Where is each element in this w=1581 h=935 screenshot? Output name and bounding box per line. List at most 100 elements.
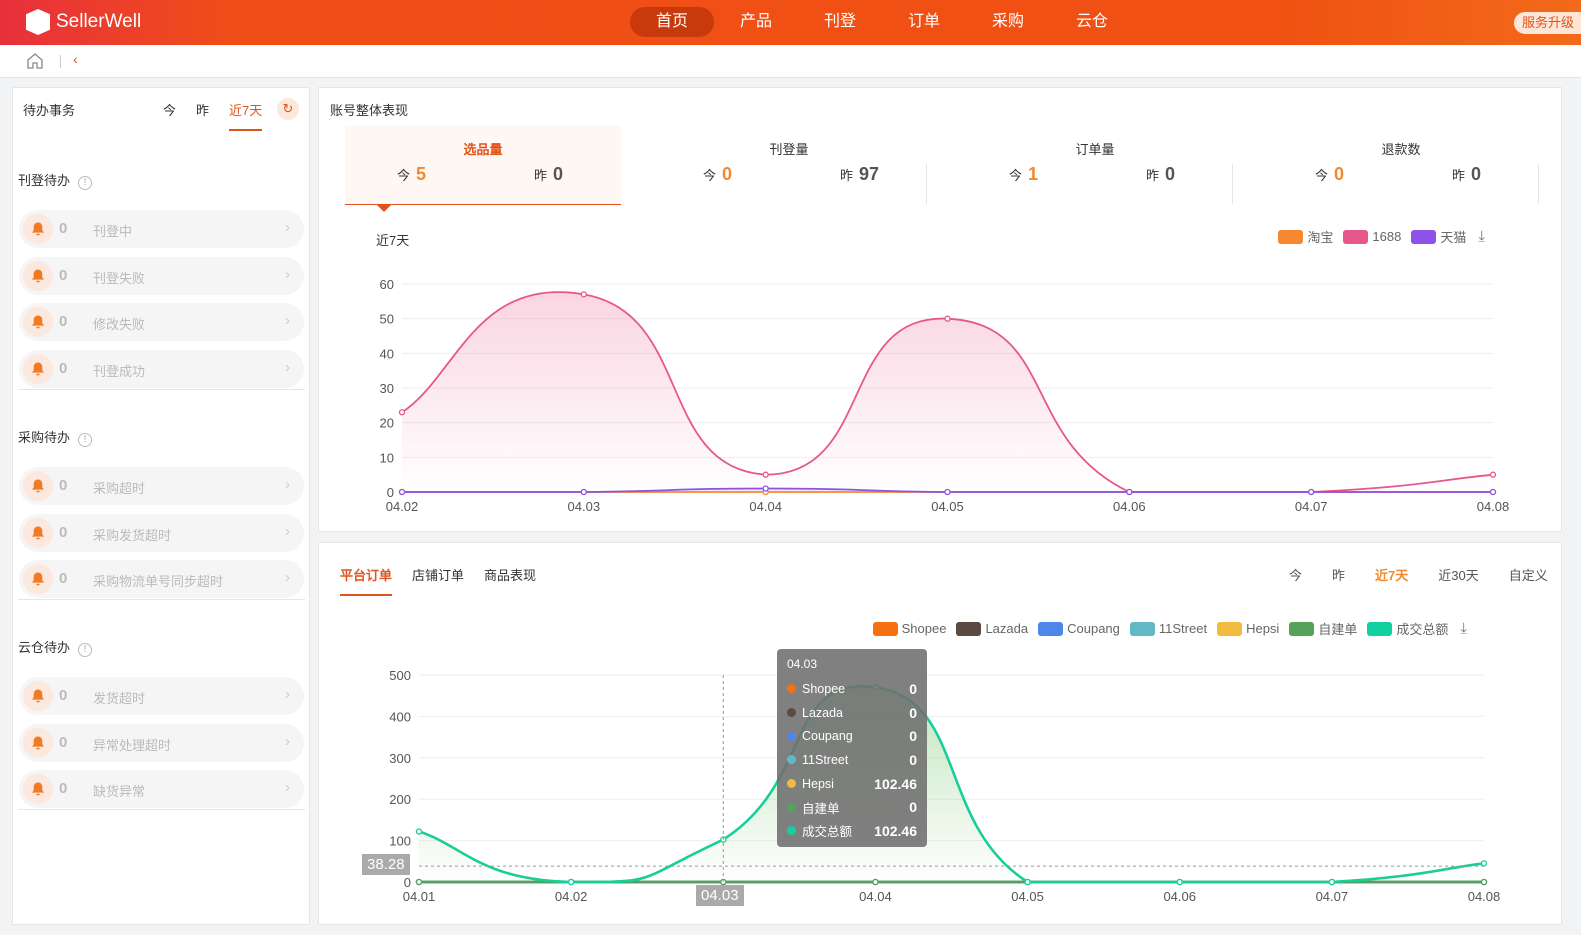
- info-icon[interactable]: !: [78, 432, 93, 447]
- divider: [18, 388, 305, 390]
- data-point[interactable]: [567, 878, 575, 886]
- data-point[interactable]: [762, 471, 769, 478]
- range-tab[interactable]: 自定义: [1508, 568, 1548, 583]
- kpi-card[interactable]: 订单量今 1 昨 0: [957, 126, 1233, 204]
- todo-item[interactable]: 0 缺货异常 ›: [19, 770, 304, 809]
- todo-tab[interactable]: 今: [163, 103, 177, 118]
- data-point[interactable]: [398, 409, 406, 416]
- legend-swatch[interactable]: [872, 621, 898, 636]
- nav-item[interactable]: 刊登: [823, 13, 856, 30]
- tooltip-row: Lazada 0: [787, 701, 917, 725]
- legend-label[interactable]: Lazada: [985, 621, 1029, 636]
- x-tick-label: 04.06: [1113, 499, 1146, 514]
- orders-tab[interactable]: 平台订单: [340, 565, 393, 596]
- kpi-card[interactable]: 刊登量今 0 昨 97: [651, 126, 927, 204]
- legend-swatch[interactable]: [956, 621, 982, 636]
- legend-swatch[interactable]: [1367, 621, 1393, 636]
- refresh-icon[interactable]: ↻: [277, 98, 299, 120]
- todo-item[interactable]: 0 修改失败 ›: [19, 303, 304, 342]
- legend-label[interactable]: 成交总额: [1396, 622, 1449, 637]
- legend-swatch[interactable]: [1411, 229, 1437, 244]
- data-point[interactable]: [1126, 488, 1133, 496]
- todo-item[interactable]: 0 刊登中 ›: [19, 210, 304, 248]
- range-tab[interactable]: 昨: [1332, 568, 1346, 583]
- legend-swatch[interactable]: [1343, 229, 1369, 244]
- x-tick-label: 04.07: [1295, 499, 1328, 514]
- data-point[interactable]: [762, 485, 769, 492]
- info-icon[interactable]: !: [78, 176, 93, 190]
- legend-label[interactable]: 天猫: [1440, 230, 1467, 245]
- data-point[interactable]: [1328, 878, 1336, 886]
- legend-label[interactable]: Coupang: [1067, 621, 1120, 636]
- yesterday-label: 昨: [840, 168, 854, 183]
- orders-tab[interactable]: 店铺订单: [412, 568, 465, 583]
- chevron-left-icon[interactable]: ‹: [73, 51, 78, 67]
- data-point[interactable]: [1480, 860, 1488, 867]
- data-point[interactable]: [944, 488, 951, 496]
- data-point[interactable]: [1489, 488, 1497, 496]
- todo-item[interactable]: 0 发货超时 ›: [19, 676, 304, 715]
- nav-item[interactable]: 云仓: [1075, 13, 1108, 30]
- legend-swatch[interactable]: [1217, 621, 1243, 636]
- crosshair-x-label: 04.03: [696, 885, 744, 906]
- kpi-card[interactable]: 选品量今 5 昨 0: [345, 126, 621, 204]
- data-point[interactable]: [580, 488, 587, 496]
- legend-swatch[interactable]: [1278, 229, 1304, 244]
- nav-item[interactable]: 采购: [991, 13, 1024, 30]
- todo-count: 0: [59, 476, 68, 494]
- data-point[interactable]: [1024, 878, 1031, 886]
- legend-label[interactable]: 自建单: [1318, 622, 1358, 637]
- range-tab[interactable]: 今: [1289, 568, 1303, 583]
- legend-label[interactable]: Hepsi: [1246, 621, 1280, 636]
- legend-swatch[interactable]: [1038, 621, 1064, 636]
- orders-chart: 0 100 200 300 400 500 04.01 04.02 04.03 04.04 04.0…: [389, 668, 1500, 904]
- download-icon[interactable]: ⤓: [1460, 620, 1467, 637]
- legend-label[interactable]: 1688: [1372, 229, 1402, 244]
- yesterday-label: 昨: [534, 168, 548, 183]
- orders-tab[interactable]: 商品表现: [484, 568, 537, 583]
- data-point[interactable]: [398, 488, 406, 496]
- todo-item[interactable]: 0 采购超时 ›: [19, 466, 304, 505]
- data-point[interactable]: [415, 828, 423, 835]
- data-point[interactable]: [1489, 471, 1497, 478]
- todo-item[interactable]: 0 刊登成功 ›: [19, 350, 304, 389]
- home-icon[interactable]: [26, 52, 44, 70]
- logo[interactable]: SellerWell: [26, 9, 141, 35]
- nav-item[interactable]: 首页: [630, 7, 714, 37]
- todo-tab[interactable]: 昨: [196, 103, 210, 118]
- data-point[interactable]: [1308, 488, 1315, 496]
- panel-title: 账号整体表现: [330, 103, 409, 118]
- nav-item[interactable]: 订单: [907, 13, 940, 30]
- service-upgrade-button[interactable]: 服务升级: [1514, 12, 1581, 34]
- range-tab[interactable]: 近7天: [1375, 568, 1409, 583]
- chevron-right-icon: ›: [285, 522, 290, 540]
- data-point[interactable]: [1176, 878, 1183, 886]
- range-tab[interactable]: 近30天: [1438, 568, 1479, 583]
- legend-label[interactable]: 11Street: [1158, 621, 1208, 636]
- series-value: 0: [909, 751, 917, 768]
- legend-swatch[interactable]: [1289, 621, 1315, 636]
- todo-item[interactable]: 0 采购发货超时 ›: [19, 513, 304, 552]
- todo-item[interactable]: 0 采购物流单号同步超时 ›: [19, 560, 304, 599]
- data-point[interactable]: [580, 291, 587, 298]
- nav-item[interactable]: 产品: [739, 13, 772, 30]
- listing-chart: 0 10 20 30 40 50 60 04.02 04.03 04.04 04.05 04.06 04…: [380, 277, 1510, 514]
- main-nav: 首页 产品 刊登 订单 采购 云仓: [630, 7, 1134, 37]
- todo-tab[interactable]: 近7天: [229, 100, 263, 131]
- kpi-card[interactable]: 退款数今 0 昨 0: [1263, 126, 1539, 204]
- download-icon[interactable]: ⤓: [1478, 228, 1485, 245]
- chevron-right-icon: ›: [285, 359, 290, 377]
- todo-item[interactable]: 0 异常处理超时 ›: [19, 723, 304, 762]
- legend-swatch[interactable]: [1129, 621, 1155, 636]
- legend-label[interactable]: 淘宝: [1307, 230, 1334, 245]
- todo-item[interactable]: 0 刊登失败 ›: [19, 256, 304, 295]
- divider: [18, 598, 305, 600]
- todo-count: 0: [59, 360, 68, 378]
- legend-label[interactable]: Shopee: [901, 621, 947, 636]
- chevron-right-icon: ›: [285, 475, 290, 493]
- divider: [926, 164, 927, 204]
- todo-label: 修改失败: [93, 317, 146, 333]
- info-icon[interactable]: !: [78, 642, 93, 657]
- data-point[interactable]: [944, 315, 951, 322]
